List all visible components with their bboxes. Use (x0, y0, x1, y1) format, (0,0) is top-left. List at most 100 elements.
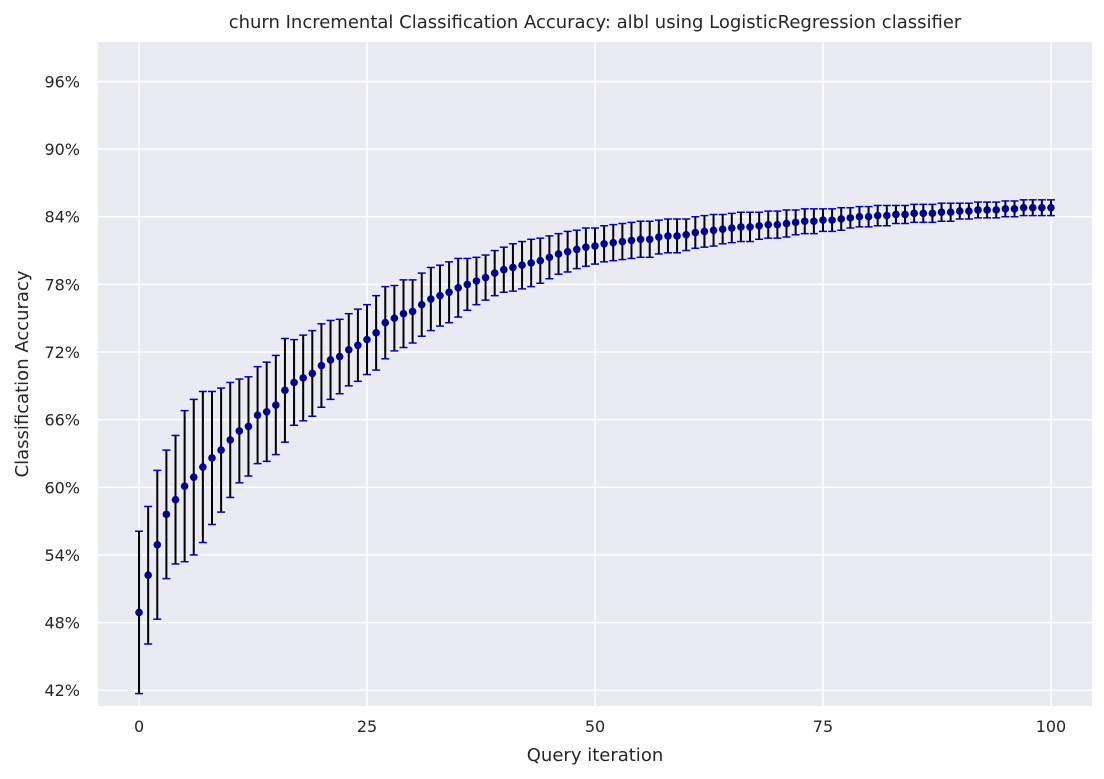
data-point (618, 237, 627, 246)
data-point (272, 401, 280, 409)
data-point (636, 235, 645, 244)
y-tick-label: 84% (44, 208, 80, 227)
data-point (645, 235, 654, 244)
y-tick-label: 60% (44, 478, 80, 497)
data-point (846, 214, 855, 222)
data-point (764, 220, 773, 229)
y-tick-label: 42% (44, 681, 80, 700)
y-tick-label: 96% (44, 72, 80, 91)
data-point (472, 277, 481, 285)
data-point (1001, 205, 1010, 213)
data-point (399, 309, 408, 318)
x-tick-label: 50 (585, 717, 605, 736)
data-point (490, 269, 499, 277)
x-tick-labels: 0 25 50 75 100 (134, 717, 1066, 736)
data-point (664, 232, 672, 240)
chart-title: churn Incremental Classification Accurac… (229, 12, 962, 33)
data-point (217, 446, 225, 454)
data-point (864, 212, 873, 221)
data-point (262, 407, 271, 416)
y-tick-label: 54% (44, 546, 80, 565)
data-point (800, 217, 809, 226)
data-point (682, 230, 690, 239)
data-point (737, 223, 745, 231)
data-point (527, 259, 535, 267)
data-point (244, 422, 253, 431)
data-point (855, 212, 864, 221)
y-tick-labels: 42% 48% 54% 60% 66% 72% 78% 84% 90% 96% (44, 72, 80, 700)
data-point (819, 216, 827, 224)
data-point (946, 208, 955, 217)
data-point (445, 288, 453, 297)
data-point (1047, 203, 1055, 212)
data-point (290, 378, 298, 387)
data-point (509, 263, 517, 272)
data-point (518, 261, 526, 270)
data-point (1010, 205, 1019, 213)
data-point (983, 206, 991, 214)
data-point (582, 243, 590, 251)
data-point (427, 295, 435, 303)
data-point (955, 207, 964, 215)
data-point (892, 210, 900, 219)
data-point (554, 250, 563, 258)
data-point (208, 454, 216, 462)
data-point (937, 208, 946, 217)
data-point (709, 226, 718, 235)
data-point (372, 329, 380, 337)
data-point (199, 463, 207, 471)
data-point (281, 386, 289, 395)
data-point (691, 228, 700, 237)
data-point (299, 374, 307, 382)
y-tick-label: 90% (44, 140, 80, 159)
data-point (572, 245, 581, 254)
data-point (390, 314, 399, 322)
data-point (545, 253, 554, 262)
data-point (417, 300, 426, 309)
data-point (609, 238, 618, 247)
data-point (901, 210, 909, 219)
data-point (189, 473, 198, 481)
data-point (773, 220, 782, 229)
data-point (354, 341, 362, 350)
data-point (326, 356, 335, 364)
data-point (591, 242, 599, 250)
data-point (536, 256, 545, 265)
data-point (381, 318, 390, 327)
x-tick-label: 100 (1036, 717, 1067, 736)
data-point (335, 352, 344, 361)
data-point (883, 211, 891, 220)
data-point (1028, 203, 1037, 212)
data-point (919, 209, 928, 218)
y-tick-label: 48% (44, 614, 80, 633)
data-point (253, 411, 262, 419)
data-point (1038, 203, 1046, 212)
data-point (363, 335, 371, 344)
data-point (673, 232, 681, 240)
data-point (910, 209, 918, 218)
data-point (180, 482, 189, 490)
data-point (928, 209, 937, 218)
data-point (755, 221, 763, 230)
data-point (655, 233, 663, 241)
data-point (408, 307, 417, 316)
data-point (308, 369, 317, 378)
data-point (1019, 203, 1028, 212)
data-point (144, 571, 152, 580)
data-point (810, 217, 818, 226)
data-point (791, 218, 800, 227)
data-point (873, 211, 882, 220)
data-point (153, 540, 162, 549)
y-tick-label: 66% (44, 411, 80, 430)
x-tick-label: 0 (134, 717, 144, 736)
data-point (135, 608, 143, 617)
data-point (226, 436, 235, 444)
data-point (828, 216, 836, 224)
data-point (837, 215, 846, 223)
y-tick-label: 78% (44, 275, 80, 294)
data-point (317, 361, 326, 370)
data-point (162, 510, 171, 519)
data-point (454, 283, 463, 292)
data-point (500, 265, 508, 274)
